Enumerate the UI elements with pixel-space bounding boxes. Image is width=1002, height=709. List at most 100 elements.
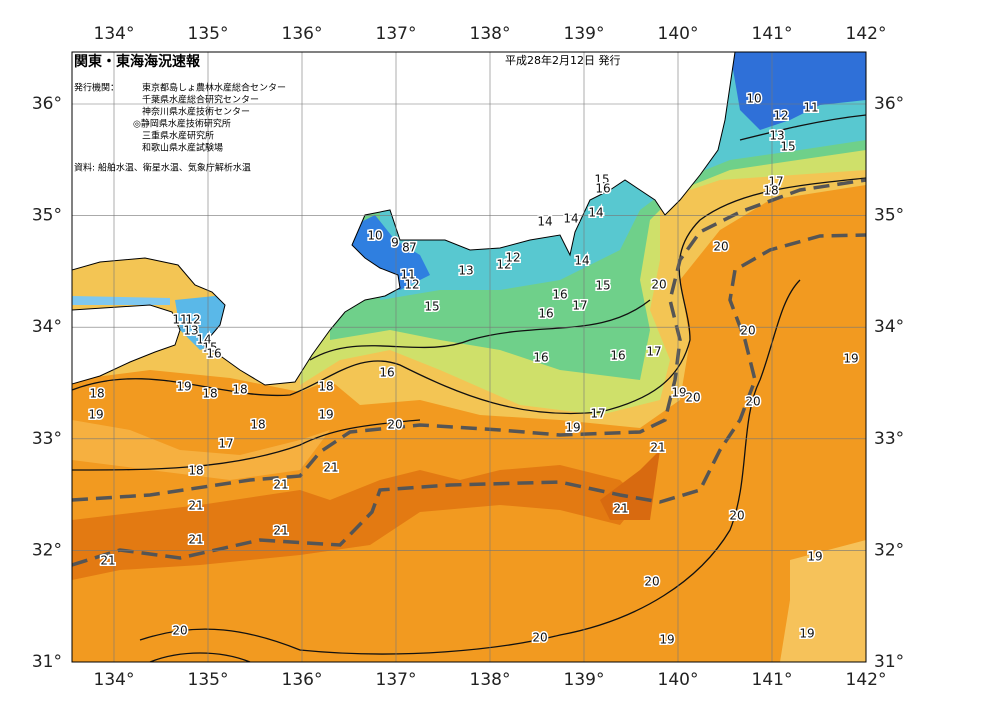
contour-label: 17 [768, 175, 783, 189]
contour-label: 12 [773, 109, 788, 123]
lat-label-right: 33° [874, 429, 904, 449]
frame [71, 51, 867, 663]
contour-label: 21 [100, 554, 115, 568]
lon-label-top: 137° [376, 24, 417, 44]
contour-label: 19 [318, 408, 333, 422]
source: 資料: 船舶水温、衛星水温、気象庁解析水温 [74, 162, 251, 174]
contour-label: 17 [646, 345, 661, 359]
lon-label-bottom: 137° [376, 670, 417, 690]
contour-label: 17 [218, 437, 233, 451]
contour-label: 16 [206, 347, 221, 361]
contour-label: 18 [202, 387, 217, 401]
contour-label: 21 [650, 441, 665, 455]
shikoku [72, 304, 181, 385]
axis-labels: 134° 134° 135° 135° 136° 136° 137° 137° 138° 138°… [32, 24, 904, 690]
lon-label-bottom: 138° [470, 670, 511, 690]
issuer: 和歌山県水産試験場 [142, 142, 223, 154]
contour-label: 18 [188, 464, 203, 478]
lat-label-left: 33° [32, 429, 62, 449]
contour-label: 16 [533, 351, 548, 365]
issuer: 神奈川県水産技術センター [142, 106, 250, 118]
contour-label: 13 [458, 264, 473, 278]
contour-label: 15 [595, 279, 610, 293]
contour-label: 14 [563, 212, 578, 226]
contour-label: 18 [232, 383, 247, 397]
contour-label: 19 [565, 421, 580, 435]
contour-label: 8 [402, 241, 410, 255]
contour-label: 19 [843, 352, 858, 366]
contour-label: 21 [273, 524, 288, 538]
contour-label: 17 [590, 407, 605, 421]
contour-label: 11 [400, 268, 415, 282]
contour-label: 21 [323, 461, 338, 475]
contour-label: 12 [404, 278, 419, 292]
lon-label-top: 139° [564, 24, 605, 44]
lat-label-left: 35° [32, 206, 62, 226]
issuer: 東京都島しょ農林水産総合センター [142, 82, 286, 94]
title: 関東・東海海況速報 [74, 53, 201, 70]
lon-label-bottom: 141° [752, 670, 793, 690]
contour-label: 11 [803, 101, 818, 115]
lon-label-top: 140° [658, 24, 699, 44]
contour-label: 14 [574, 254, 589, 268]
lon-label-top: 136° [282, 24, 323, 44]
contour-label: 19 [88, 408, 103, 422]
contour-label: 10 [746, 92, 761, 106]
lat-label-right: 35° [874, 206, 904, 226]
contour-label: 16 [379, 366, 394, 380]
issuer-label: 発行機関： [74, 82, 119, 94]
lon-label-top: 134° [94, 24, 135, 44]
issuer: 三重県水産研究所 [142, 130, 214, 142]
cool-patch [780, 540, 866, 662]
honshu [72, 52, 736, 386]
lon-label-top: 142° [846, 24, 887, 44]
contour-label: 16 [552, 288, 567, 302]
lat-label-left: 36° [32, 94, 62, 114]
coastal-band-2 [72, 420, 330, 480]
contour-label: 18 [250, 418, 265, 432]
lat-label-right: 31° [874, 652, 904, 672]
contour-label: 18 [318, 380, 333, 394]
contour-label: 20 [532, 631, 547, 645]
contour-label: 15 [202, 341, 217, 355]
contour-label: 20 [685, 391, 700, 405]
contour-label: 20 [644, 575, 659, 589]
contour-label: 7 [409, 241, 417, 255]
lon-label-bottom: 135° [188, 670, 229, 690]
contour-label: 18 [89, 387, 104, 401]
contour-label: 16 [595, 182, 610, 196]
contour-label: 15 [594, 173, 609, 187]
contour-label: 19 [176, 380, 191, 394]
lon-label-bottom: 142° [846, 670, 887, 690]
lon-label-bottom: 134° [94, 670, 135, 690]
contour-label: 12 [496, 258, 511, 272]
contour-label: 20 [729, 509, 744, 523]
contour-label: 18 [763, 184, 778, 198]
lon-label-top: 135° [188, 24, 229, 44]
lat-label-right: 34° [874, 317, 904, 337]
contour-label: 16 [610, 349, 625, 363]
contour-label: 13 [769, 129, 784, 143]
contour-label: 14 [588, 206, 603, 220]
contour-label: 21 [613, 502, 628, 516]
lat-label-right: 36° [874, 94, 904, 114]
contour-label: 9 [391, 236, 399, 250]
contour-label: 13 [183, 324, 198, 338]
contour-label: 14 [196, 333, 211, 347]
contour-label: 21 [188, 499, 203, 513]
lat-label-left: 34° [32, 317, 62, 337]
contour-label: 15 [780, 140, 795, 154]
contour-label: 19 [807, 550, 822, 564]
contour-label: 17 [572, 299, 587, 313]
issuer: 千葉県水産総合研究センター [142, 94, 259, 106]
warm-core [600, 450, 660, 520]
graticule [72, 52, 866, 662]
issue-date: 平成28年2月12日 発行 [505, 53, 621, 67]
issuer: ◎静岡県水産技術研究所 [133, 118, 231, 130]
contour-label: 15 [424, 300, 439, 314]
contour-label: 12 [505, 251, 520, 265]
contour-label: 11 [172, 313, 187, 327]
contour-label: 12 [185, 313, 200, 327]
